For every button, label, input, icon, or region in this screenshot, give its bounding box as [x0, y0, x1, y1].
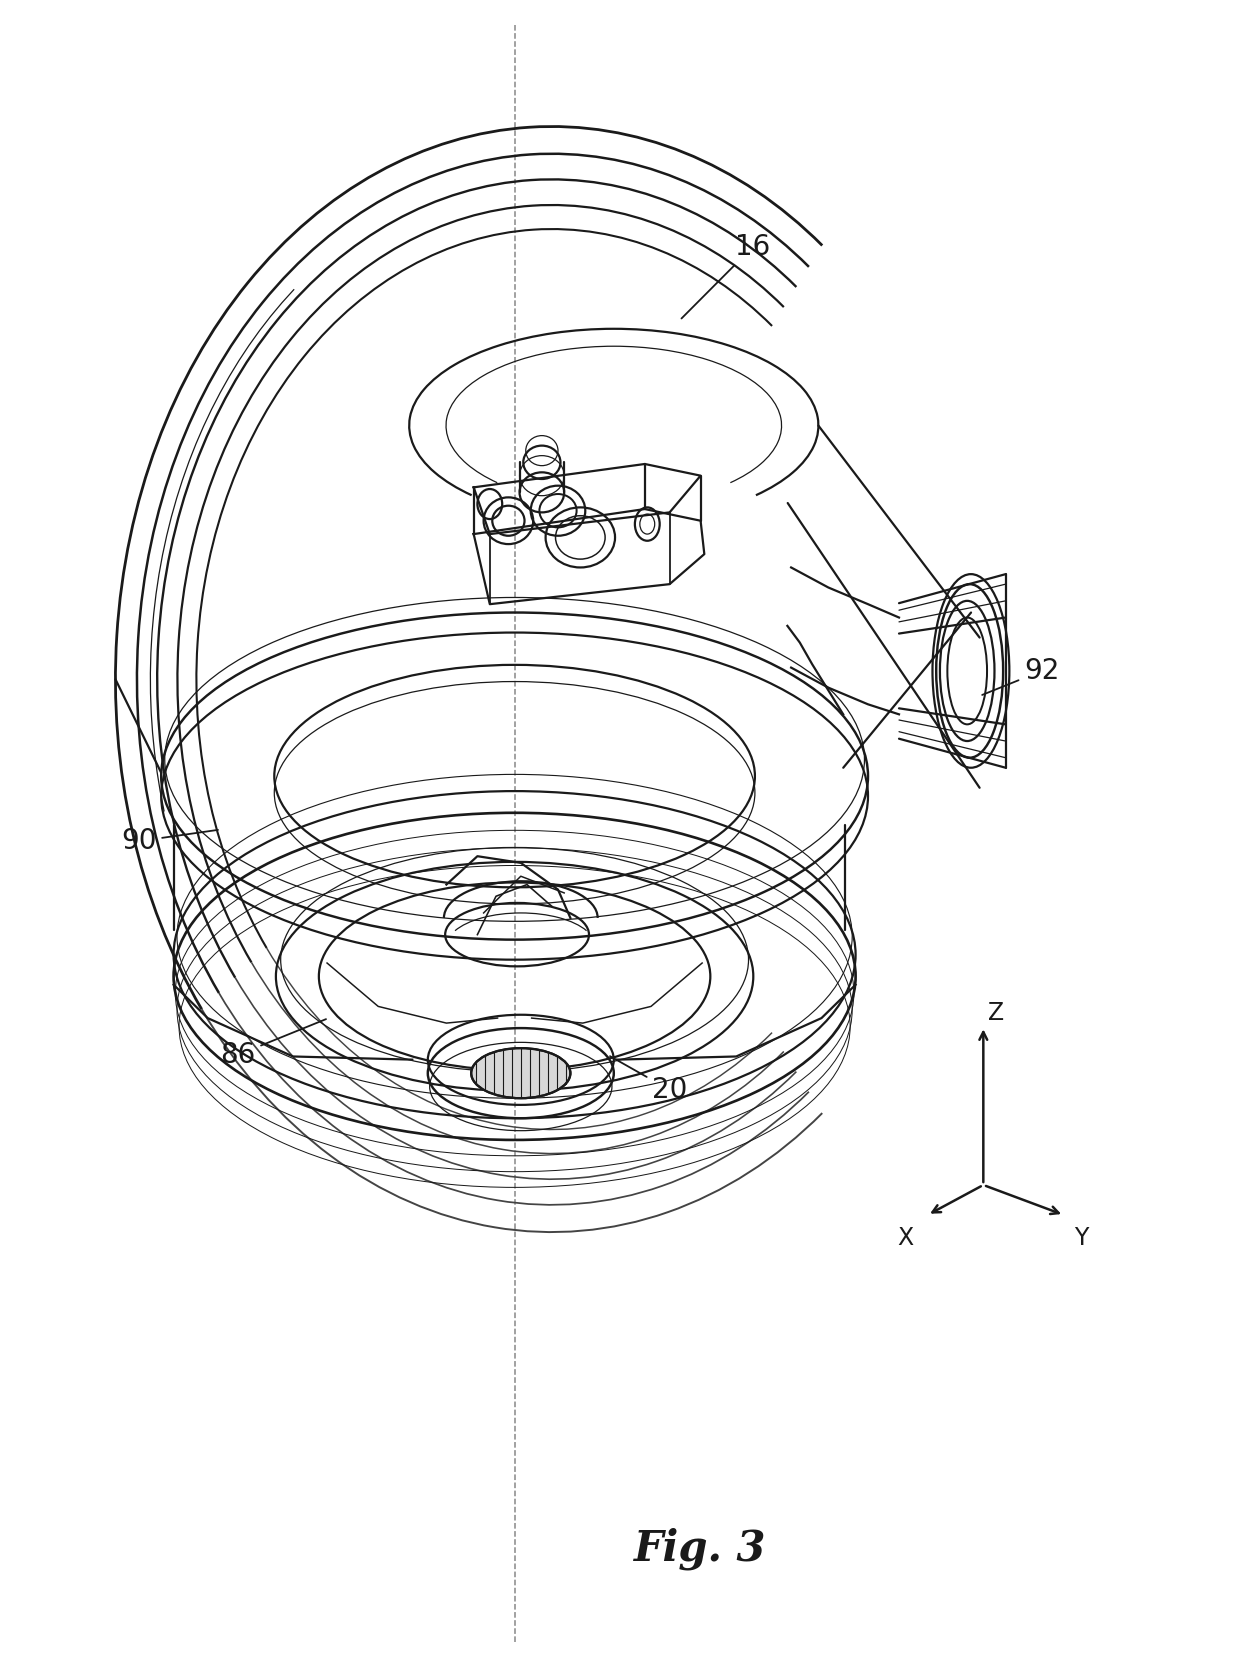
Text: Z: Z — [987, 1001, 1004, 1025]
Text: Fig. 3: Fig. 3 — [635, 1527, 766, 1571]
Ellipse shape — [471, 1048, 570, 1098]
Text: 86: 86 — [221, 1020, 326, 1068]
Text: 16: 16 — [682, 234, 770, 319]
Text: Y: Y — [1074, 1227, 1089, 1250]
Text: X: X — [897, 1227, 914, 1250]
Text: 92: 92 — [982, 658, 1059, 694]
Text: 90: 90 — [122, 828, 218, 855]
Text: 20: 20 — [610, 1056, 687, 1103]
